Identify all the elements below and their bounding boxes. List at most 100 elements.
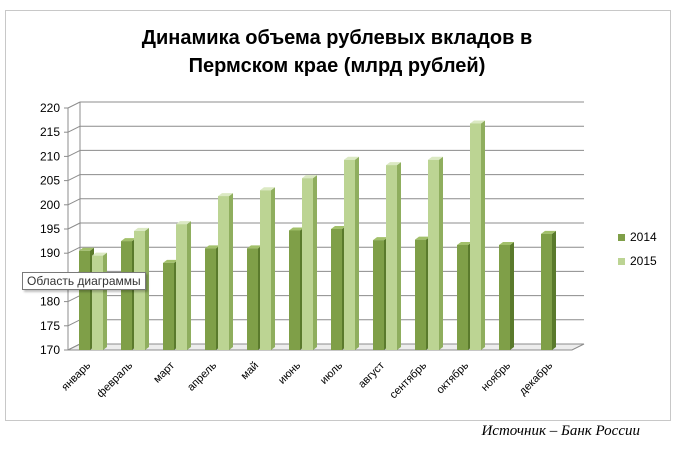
bar-2015-top: [218, 193, 233, 197]
bar-2015: [260, 187, 275, 350]
chart-floor: [67, 343, 585, 351]
y-tick-label: 210: [40, 149, 60, 163]
bar-2015-side: [271, 187, 275, 350]
bar-2014: [205, 245, 220, 350]
bar-2014-front: [331, 229, 342, 350]
gridline-depth: [67, 174, 81, 182]
x-tick-label: декабрь: [517, 359, 555, 397]
legend-label-2015: 2015: [630, 254, 657, 268]
bar-2015-side: [355, 156, 359, 350]
bar-2014-top: [289, 227, 304, 231]
bar-2014-front: [457, 244, 468, 350]
bar-2014: [121, 238, 136, 350]
bar-2014-side: [552, 230, 556, 350]
bar-2014: [331, 226, 346, 350]
bar-2015: [344, 156, 359, 350]
bar-2014: [163, 259, 178, 350]
x-tick-label: октябрь: [434, 359, 471, 396]
bar-2015-front: [260, 190, 271, 350]
bar-2015-side: [397, 162, 401, 350]
bar-2015-side: [187, 221, 191, 350]
bar-2015-front: [134, 230, 145, 350]
bar-2015: [176, 221, 191, 350]
gridline-depth: [67, 246, 81, 254]
y-tick-label: 175: [40, 319, 60, 333]
bar-2014-top: [331, 226, 346, 229]
x-tick-label: июль: [318, 359, 345, 386]
bar-2014-front: [415, 239, 426, 350]
bar-2015-top: [260, 187, 275, 191]
bar-2014-top: [163, 259, 178, 263]
y-tick-label: 205: [40, 174, 60, 188]
bar-2015-front: [470, 123, 481, 350]
gridline-depth: [67, 125, 81, 133]
bar-2014-front: [247, 248, 258, 350]
x-tick-label: ноябрь: [479, 359, 513, 393]
bar-2014: [457, 241, 472, 350]
bar-2014-top: [499, 241, 514, 245]
x-tick-label: август: [356, 360, 387, 391]
bar-2014-top: [457, 241, 472, 245]
chart-title: Динамика объема рублевых вкладов в Пермс…: [5, 24, 669, 80]
bar-2014: [373, 237, 388, 350]
y-tick-label: 170: [40, 343, 60, 357]
bar-2014: [79, 247, 94, 350]
x-tick-label: июнь: [276, 359, 303, 386]
bar-2014-front: [121, 241, 132, 350]
bar-2015-side: [103, 252, 107, 350]
y-tick-label: 190: [40, 246, 60, 260]
bar-2014-top: [373, 237, 388, 241]
bar-2015-side: [313, 175, 317, 350]
x-tick-label: январь: [59, 359, 93, 393]
chart-area-tooltip: Область диаграммы: [22, 272, 146, 290]
bar-2015-front: [302, 178, 313, 350]
bar-2015: [92, 252, 107, 350]
source-note: Источник – Банк России: [481, 423, 640, 439]
gridline-depth: [67, 198, 81, 206]
bar-2014-front: [205, 248, 216, 350]
bar-2015-side: [439, 156, 443, 350]
gridline-depth: [67, 319, 81, 327]
bar-2014: [289, 227, 304, 350]
legend-label-2014: 2014: [630, 230, 657, 244]
y-tick-label: 200: [40, 198, 60, 212]
gridline-depth: [67, 149, 81, 157]
bar-2015-front: [92, 255, 103, 350]
bar-2015-front: [428, 159, 439, 350]
bar-2014-front: [163, 262, 174, 350]
bar-2015-top: [92, 252, 107, 256]
chart-title-line-2: Пермском крае (млрд рублей): [188, 55, 486, 77]
bar-2014-top: [541, 230, 556, 234]
y-tick-label: 180: [40, 295, 60, 309]
x-tick-label: май: [239, 360, 262, 383]
y-tick-label: 220: [40, 101, 60, 115]
bar-2014-front: [541, 233, 552, 350]
bar-2014-side: [510, 241, 514, 350]
bar-2015-side: [229, 193, 233, 350]
bar-2015: [470, 120, 485, 350]
bar-2015-top: [134, 227, 149, 231]
bar-2014: [247, 245, 262, 350]
bar-2014-top: [247, 245, 262, 249]
x-tick-label: февраль: [95, 359, 136, 400]
bar-2015-top: [428, 156, 443, 160]
gridline-depth: [67, 222, 81, 230]
bar-2015-top: [302, 175, 317, 179]
gridline-depth: [67, 101, 81, 109]
bar-2015-top: [470, 120, 485, 124]
gridline-depth: [67, 295, 81, 303]
bar-2015: [428, 156, 443, 350]
bar-2015-front: [386, 165, 397, 350]
bar-2015-front: [176, 224, 187, 350]
bar-2015-top: [344, 156, 359, 160]
chart-area[interactable]: [5, 10, 671, 421]
bar-2015: [302, 175, 317, 350]
chart-title-line-1: Динамика объема рублевых вкладов в: [141, 27, 533, 49]
bar-2014: [499, 241, 514, 350]
x-tick-label: апрель: [185, 359, 219, 393]
x-tick-label: март: [151, 360, 177, 386]
legend-swatch-2014: [618, 234, 625, 241]
bar-2014-top: [415, 236, 430, 240]
bar-2014-front: [79, 250, 90, 350]
bar-2014-front: [289, 230, 300, 350]
